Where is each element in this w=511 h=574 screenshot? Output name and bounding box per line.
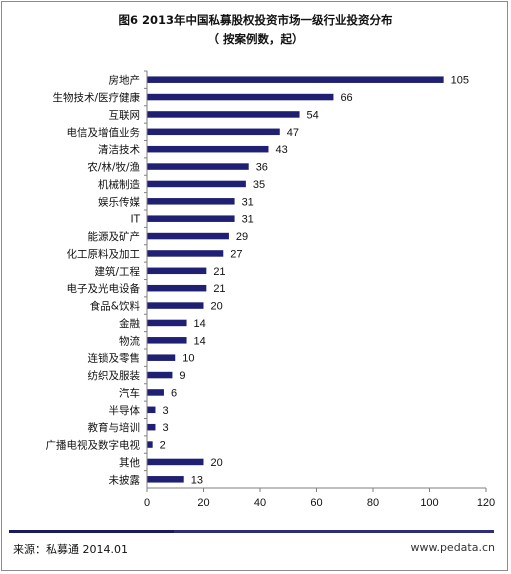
category-label: 房地产 <box>109 74 141 87</box>
bar <box>147 302 204 309</box>
category-label: 连锁及零售 <box>88 352 141 365</box>
bar <box>147 232 229 240</box>
data-label: 20 <box>211 457 223 469</box>
category-label: 金融 <box>119 317 140 330</box>
category-label: 食品&饮料 <box>90 300 141 313</box>
data-label: 21 <box>213 283 225 295</box>
bar <box>147 267 207 275</box>
category-label: 能源及矿产 <box>88 230 141 243</box>
bar <box>147 389 164 396</box>
data-label: 9 <box>179 370 185 382</box>
category-label: 半导体 <box>109 404 141 417</box>
x-tick-label: 40 <box>254 497 266 509</box>
bar <box>147 441 153 448</box>
data-label: 31 <box>242 214 254 226</box>
category-label: 电子及光电设备 <box>67 282 141 295</box>
data-label: 20 <box>211 301 223 313</box>
data-label: 3 <box>162 422 168 434</box>
x-tick-label: 120 <box>477 497 495 509</box>
category-label: 农/林/牧/渔 <box>87 161 140 174</box>
data-label: 54 <box>307 109 319 121</box>
x-tick-label: 100 <box>420 497 438 509</box>
bar <box>147 163 249 170</box>
data-label: 21 <box>213 266 225 278</box>
data-label: 47 <box>287 127 299 139</box>
website-link[interactable]: www.pedata.cn <box>410 541 495 554</box>
data-label: 14 <box>194 335 206 347</box>
data-label: 13 <box>191 474 203 486</box>
category-label: 机械制造 <box>98 178 140 191</box>
bar <box>147 111 300 118</box>
bar <box>147 250 224 257</box>
category-label: 互联网 <box>109 109 141 121</box>
bar <box>147 458 204 466</box>
chart-header: 图6 2013年中国私募股权投资市场一级行业投资分布 （ 按案例数，起） <box>2 11 509 49</box>
bar <box>147 337 187 344</box>
chart-title: 图6 2013年中国私募股权投资市场一级行业投资分布 <box>118 13 393 27</box>
bar <box>147 145 269 153</box>
data-label: 43 <box>275 144 287 156</box>
data-label: 14 <box>194 318 206 330</box>
bar <box>147 128 280 136</box>
data-label: 3 <box>162 405 168 417</box>
x-tick-label: 0 <box>144 497 150 509</box>
bar <box>147 198 235 205</box>
x-tick-label: 20 <box>197 497 209 509</box>
footer-divider-accent <box>9 530 174 533</box>
category-label: 生物技术/医疗健康 <box>52 91 140 104</box>
chart-subtitle: （ 按案例数，起） <box>207 32 304 46</box>
category-label: 纺织及服装 <box>88 369 141 382</box>
category-label: 清洁技术 <box>98 143 140 156</box>
category-label: 物流 <box>119 334 140 347</box>
bar <box>147 423 156 431</box>
category-label: 广播电视及数字电视 <box>46 439 141 452</box>
bar <box>147 76 444 83</box>
category-label: 教育与培训 <box>88 421 141 434</box>
bar <box>147 215 235 222</box>
footer-divider <box>9 530 494 533</box>
data-label: 31 <box>242 196 254 208</box>
source-note: 来源：私募通 2014.01 <box>13 543 128 556</box>
data-label: 35 <box>253 179 265 191</box>
data-label: 6 <box>171 387 177 399</box>
bar <box>147 476 184 483</box>
bar <box>147 93 334 101</box>
category-label: 未披露 <box>109 473 141 486</box>
bar <box>147 371 173 379</box>
data-label: 66 <box>340 92 352 104</box>
category-label: 建筑/工程 <box>94 265 140 278</box>
data-label: 10 <box>182 353 194 365</box>
bar <box>147 354 176 361</box>
bar <box>147 284 207 292</box>
category-label: 娱乐传媒 <box>98 195 140 208</box>
data-label: 105 <box>451 75 469 87</box>
data-label: 29 <box>236 231 248 243</box>
bar <box>147 319 187 327</box>
data-label: 27 <box>230 248 242 260</box>
data-label: 2 <box>160 440 166 452</box>
category-label: 汽车 <box>119 386 140 399</box>
bar <box>147 180 246 188</box>
x-tick-label: 60 <box>310 497 322 509</box>
data-label: 36 <box>256 162 268 174</box>
category-label: 其他 <box>119 456 140 469</box>
bar <box>147 406 156 414</box>
category-label: IT <box>130 214 140 226</box>
category-label: 电信及增值业务 <box>67 126 141 139</box>
category-label: 化工原料及加工 <box>67 247 141 260</box>
x-tick-label: 80 <box>367 497 379 509</box>
